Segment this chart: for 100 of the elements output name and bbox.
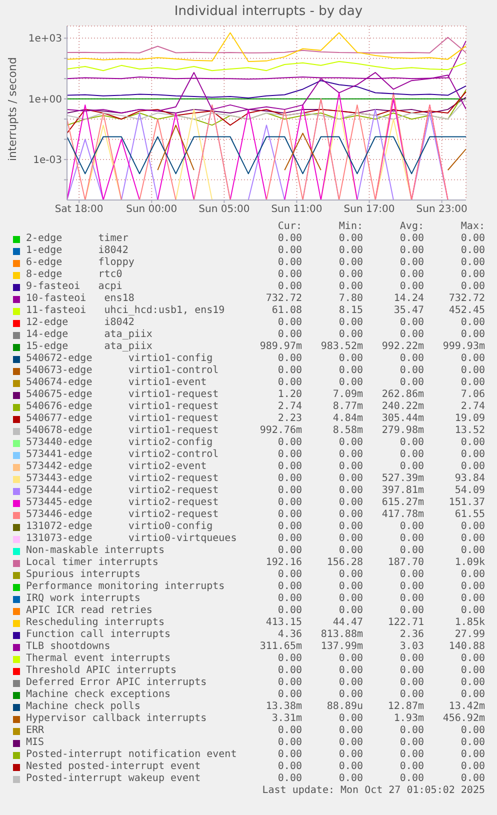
text: 0.00 <box>338 473 363 485</box>
text: 989.97m <box>258 341 302 353</box>
text: 0.00 <box>460 377 485 389</box>
x-tick-label: Sun 11:00 <box>271 204 322 216</box>
text: 0.00 <box>460 317 485 329</box>
text: 61.55 <box>454 509 485 521</box>
text: 137.99m <box>320 641 363 653</box>
text: 0.00 <box>338 521 363 533</box>
text: 0.00 <box>460 233 485 245</box>
text: 999.93m <box>442 341 485 353</box>
text: 0.00 <box>460 245 485 257</box>
text: 0.00 <box>338 329 363 341</box>
text: 0.00 <box>338 317 363 329</box>
chart-title: Individual interrupts - by day <box>173 4 364 20</box>
text: 3.31m <box>270 713 302 725</box>
x-tick-label: Sat 18:00 <box>54 204 104 216</box>
legend-label: 8-edge rtc0 <box>26 269 124 281</box>
legend-label: 6-edge floppy <box>26 257 136 269</box>
text: 0.00 <box>398 593 424 605</box>
legend-label: Deferred Error APIC interrupts <box>26 677 208 689</box>
text: 0.00 <box>398 545 424 557</box>
text: 140.88 <box>448 641 485 653</box>
text: 456.92m <box>442 713 485 725</box>
text: 13.38m <box>264 701 302 713</box>
text: 0.00 <box>338 257 363 269</box>
text: 0.00 <box>398 689 424 701</box>
x-tick-label: Sun 05:00 <box>198 204 250 216</box>
text: 305.44m <box>380 413 424 425</box>
text: 0.00 <box>460 605 485 617</box>
text: 0.00 <box>276 437 302 449</box>
text: 0.00 <box>276 581 302 593</box>
legend-label: Thermal event interrupts <box>26 653 172 665</box>
text: 0.00 <box>338 377 363 389</box>
text: 0.00 <box>338 437 363 449</box>
text: 732.72 <box>264 293 302 305</box>
text: 0.00 <box>338 677 363 689</box>
text: 0.00 <box>338 281 363 293</box>
legend-label: Machine check polls <box>26 701 142 713</box>
text: 240.22m <box>380 401 424 413</box>
text: 0.00 <box>460 593 485 605</box>
text: 93.84 <box>454 473 485 485</box>
text: 279.98m <box>380 425 424 437</box>
text: 0.00 <box>398 737 424 749</box>
text: 0.00 <box>460 665 485 677</box>
text: 0.00 <box>460 749 485 761</box>
legend-label: Posted-interrupt notification event <box>26 749 238 761</box>
text: 0.00 <box>276 737 302 749</box>
text: 0.00 <box>460 521 485 533</box>
text: 0.00 <box>398 377 424 389</box>
legend-label: ERR <box>26 725 46 737</box>
text: 0.00 <box>276 497 302 509</box>
legend-label: 12-edge i8042 <box>26 317 136 329</box>
text: 0.00 <box>276 281 302 293</box>
legend-label: 573446-edge virtio2-request <box>26 509 220 521</box>
legend-label: IRQ work interrupts <box>26 593 142 605</box>
legend-label: Function call interrupts <box>26 629 172 641</box>
text: 0.00 <box>276 725 302 737</box>
text: 0.00 <box>460 737 485 749</box>
text: 413.15 <box>264 617 302 629</box>
legend-label: 540673-edge virtio1-control <box>26 365 220 377</box>
text: 0.00 <box>460 533 485 545</box>
text: 0.00 <box>338 773 363 785</box>
text: 12.87m <box>386 701 424 713</box>
line-series <box>67 61 466 72</box>
text: 8.15 <box>338 305 363 317</box>
text: 0.00 <box>276 461 302 473</box>
text: 0.00 <box>398 533 424 545</box>
text: 0.00 <box>460 653 485 665</box>
text: 0.00 <box>276 521 302 533</box>
text: 0.00 <box>338 509 363 521</box>
text: 0.00 <box>398 773 424 785</box>
text: 0.00 <box>338 665 363 677</box>
legend-label: 540677-edge virtio1-request <box>26 413 220 425</box>
text: 88.89u <box>326 701 363 713</box>
text: 0.00 <box>338 245 363 257</box>
legend-label: 573444-edge virtio2-request <box>26 485 220 497</box>
legend-label: 573442-edge virtio2-event <box>26 461 208 473</box>
text: 0.00 <box>338 725 363 737</box>
legend-label: Performance monitoring interrupts <box>26 581 226 593</box>
text: 0.00 <box>338 449 363 461</box>
legend-label: TLB shootdowns <box>26 641 112 653</box>
text: 0.00 <box>338 353 363 365</box>
legend-label: 573440-edge virtio2-config <box>26 437 214 449</box>
legend-label: 14-edge ata_piix <box>26 329 154 341</box>
legend-label: 10-fasteoi ens18 <box>26 293 136 305</box>
legend-label: 540675-edge virtio1-request <box>26 389 220 401</box>
legend-label: 9-fasteoi acpi <box>26 281 124 293</box>
text: 0.00 <box>276 761 302 773</box>
text: 61.08 <box>270 305 302 317</box>
text: 0.00 <box>338 749 363 761</box>
text: 13.42m <box>448 701 485 713</box>
text: 192.16 <box>264 557 302 569</box>
text: 0.00 <box>460 545 485 557</box>
text: 0.00 <box>398 569 424 581</box>
text: Min: <box>338 221 363 233</box>
text: 0.00 <box>398 269 424 281</box>
text: 0.00 <box>398 761 424 773</box>
text: 0.00 <box>398 329 424 341</box>
text: 0.00 <box>276 257 302 269</box>
line-series <box>67 32 466 62</box>
